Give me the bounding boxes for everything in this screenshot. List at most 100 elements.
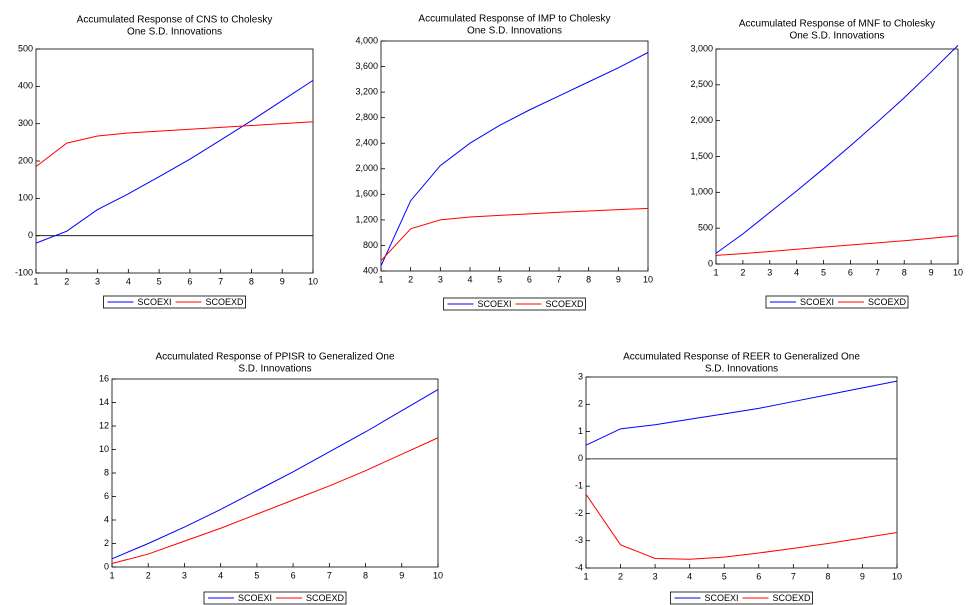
y-tick-label: 1,000: [690, 187, 713, 197]
x-tick-label: 9: [399, 570, 404, 580]
x-tick-label: 6: [756, 571, 761, 581]
legend-label: SCOEXD: [546, 299, 585, 309]
x-tick-label: 10: [308, 276, 318, 286]
x-tick-label: 8: [363, 570, 368, 580]
y-tick-label: 16: [99, 373, 109, 383]
x-tick-label: 7: [327, 570, 332, 580]
legend-label: SCOEXD: [206, 297, 245, 307]
data-line: [111, 437, 439, 564]
legend-label: SCOEXD: [868, 297, 907, 307]
x-tick-label: 2: [146, 570, 151, 580]
y-tick-label: 10: [99, 444, 109, 454]
y-tick-label: 4: [104, 514, 109, 524]
x-tick-label: 1: [109, 570, 114, 580]
chart-title: Accumulated Response of REER to Generali…: [623, 352, 860, 363]
x-tick-label: 4: [218, 570, 223, 580]
y-tick-label: 100: [18, 193, 33, 203]
y-tick-label: 1,600: [355, 189, 378, 199]
legend-box: [103, 295, 246, 309]
legend-label: SCOEXI: [800, 297, 834, 307]
x-tick-label: 5: [497, 274, 502, 284]
x-tick-label: 7: [218, 276, 223, 286]
y-tick-label: 2,800: [355, 112, 378, 122]
data-line: [380, 52, 649, 267]
chart-title: Accumulated Response of CNS to Cholesky: [77, 15, 273, 26]
plot-frame: [111, 378, 439, 568]
x-tick-label: 9: [616, 274, 621, 284]
chart-panel: Accumulated Response of IMP to CholeskyO…: [355, 14, 653, 311]
data-line: [35, 79, 314, 244]
x-tick-label: 3: [653, 571, 658, 581]
x-tick-label: 6: [527, 274, 532, 284]
x-tick-label: 10: [433, 570, 443, 580]
y-tick-label: 300: [18, 118, 33, 128]
chart-title: One S.D. Innovations: [467, 26, 562, 37]
legend-label: SCOEXI: [478, 299, 512, 309]
chart-panel: Accumulated Response of MNF to CholeskyO…: [690, 19, 963, 309]
legend-box: [765, 295, 909, 309]
x-tick-label: 6: [291, 570, 296, 580]
y-tick-label: 200: [18, 155, 33, 165]
x-tick-label: 1: [33, 276, 38, 286]
x-tick-label: 6: [848, 267, 853, 277]
y-tick-label: 14: [99, 397, 109, 407]
x-tick-label: 10: [892, 571, 902, 581]
chart-title: Accumulated Response of PPISR to General…: [155, 352, 394, 363]
x-tick-label: 2: [64, 276, 69, 286]
x-tick-label: 5: [722, 571, 727, 581]
x-tick-label: 2: [408, 274, 413, 284]
y-tick-label: 0: [28, 230, 33, 240]
chart-title: S.D. Innovations: [705, 364, 778, 375]
y-tick-label: -4: [575, 562, 583, 572]
x-tick-label: 8: [249, 276, 254, 286]
y-tick-label: 400: [18, 81, 33, 91]
x-tick-label: 7: [556, 274, 561, 284]
x-tick-label: 5: [821, 267, 826, 277]
x-tick-label: 8: [902, 267, 907, 277]
y-tick-label: -1: [575, 481, 583, 491]
x-tick-label: 7: [791, 571, 796, 581]
y-tick-label: 500: [698, 223, 713, 233]
y-tick-label: 2,000: [690, 115, 713, 125]
y-tick-label: 3,600: [355, 61, 378, 71]
x-tick-label: 4: [126, 276, 131, 286]
y-tick-label: 3,000: [690, 43, 713, 53]
legend-label: SCOEXI: [238, 593, 272, 603]
y-tick-label: 1,200: [355, 214, 378, 224]
x-tick-label: 1: [583, 571, 588, 581]
y-tick-label: 0: [708, 258, 713, 268]
y-tick-label: 2: [104, 538, 109, 548]
x-tick-label: 10: [953, 267, 963, 277]
x-tick-label: 9: [929, 267, 934, 277]
data-line: [380, 207, 649, 262]
x-tick-label: 10: [643, 274, 653, 284]
legend-label: SCOEXI: [705, 593, 739, 603]
x-tick-label: 9: [280, 276, 285, 286]
legend-box: [443, 297, 586, 311]
y-tick-label: 0: [578, 453, 583, 463]
x-tick-label: 5: [157, 276, 162, 286]
x-tick-label: 9: [860, 571, 865, 581]
y-tick-label: 3: [578, 371, 583, 381]
x-tick-label: 2: [740, 267, 745, 277]
y-tick-label: 0: [104, 561, 109, 571]
legend-label: SCOEXI: [138, 297, 172, 307]
chart-panel: Accumulated Response of CNS to CholeskyO…: [15, 15, 318, 309]
x-tick-label: 8: [825, 571, 830, 581]
y-tick-label: 6: [104, 491, 109, 501]
chart-title: One S.D. Innovations: [789, 31, 884, 42]
x-tick-label: 1: [713, 267, 718, 277]
x-tick-label: 3: [438, 274, 443, 284]
x-tick-label: 6: [187, 276, 192, 286]
x-tick-label: 3: [767, 267, 772, 277]
y-tick-label: -2: [575, 508, 583, 518]
x-tick-label: 1: [378, 274, 383, 284]
y-tick-label: -3: [575, 535, 583, 545]
chart-title: Accumulated Response of IMP to Cholesky: [418, 14, 610, 25]
y-tick-label: 12: [99, 420, 109, 430]
y-tick-label: 2,000: [355, 163, 378, 173]
chart-panel: Accumulated Response of PPISR to General…: [99, 352, 443, 605]
legend-label: SCOEXD: [306, 593, 345, 603]
data-line: [715, 45, 959, 254]
data-line: [715, 235, 959, 256]
